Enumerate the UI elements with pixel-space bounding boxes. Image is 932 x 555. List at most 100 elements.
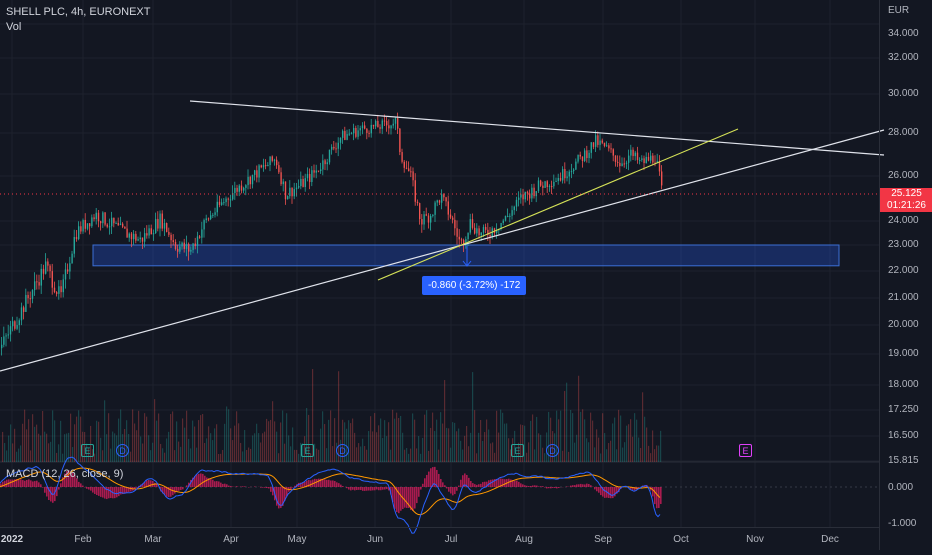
volume-bar: [66, 433, 67, 462]
volume-bar: [284, 444, 285, 462]
macd-histogram-bar: [22, 480, 24, 487]
volume-bar: [26, 429, 27, 462]
candle-body: [243, 188, 244, 191]
macd-histogram-bar: [98, 487, 100, 496]
volume-bar: [282, 411, 283, 462]
candle-body: [210, 215, 211, 219]
volume-bar: [112, 432, 113, 462]
candle-body: [89, 223, 90, 226]
volume-bar: [500, 410, 501, 462]
volume-bar: [436, 420, 437, 462]
candle-body: [212, 215, 213, 216]
candle-body: [129, 234, 130, 238]
candle-body: [195, 244, 196, 247]
volume-bar: [594, 447, 595, 462]
price-tick: 20.000: [888, 319, 919, 330]
candle-body: [280, 172, 281, 184]
candle-body: [571, 171, 572, 172]
candle-body: [483, 227, 484, 233]
candle-body: [36, 281, 37, 282]
earnings-event-icon[interactable]: E: [301, 444, 314, 457]
earnings-event-icon[interactable]: E: [81, 444, 94, 457]
candle-body: [38, 282, 39, 285]
volume-bar: [590, 413, 591, 462]
volume-bar: [136, 430, 137, 462]
price-tick: 24.000: [888, 215, 919, 226]
candle-body: [505, 216, 506, 221]
macd-histogram-bar: [210, 479, 212, 487]
descending-trendline: [190, 101, 884, 155]
dividend-event-icon[interactable]: D: [546, 444, 559, 457]
macd-histogram-bar: [52, 487, 54, 503]
macd-histogram-bar: [558, 487, 560, 488]
macd-histogram-bar: [118, 487, 120, 496]
candle-body: [71, 254, 72, 264]
macd-tick: 0.000: [888, 482, 913, 493]
macd-histogram-bar: [428, 472, 430, 487]
candle-body: [481, 233, 482, 236]
volume-bar: [226, 406, 227, 462]
candle-body: [153, 233, 154, 234]
volume-bar: [536, 417, 537, 462]
price-tick: 32.000: [888, 52, 919, 63]
macd-histogram-bar: [424, 478, 426, 487]
candle-body: [503, 221, 504, 223]
volume-bar: [28, 419, 29, 462]
candle-body: [322, 160, 323, 169]
volume-bar: [74, 424, 75, 462]
candle-body: [159, 214, 160, 229]
macd-histogram-bar: [556, 487, 558, 488]
volume-bar: [486, 419, 487, 462]
time-axis[interactable]: 2022 Feb Mar Apr May Jun Jul Aug Sep Oct…: [0, 527, 879, 551]
candle-body: [65, 269, 66, 279]
candle-body: [122, 224, 123, 227]
macd-histogram-bar: [360, 487, 362, 490]
upcoming-earnings-event-icon[interactable]: E: [739, 444, 752, 457]
candle-body: [276, 160, 277, 165]
price-range-measurement[interactable]: -0.860 (-3.72%) -172: [422, 276, 526, 295]
macd-histogram-bar: [378, 487, 380, 490]
volume-bar: [152, 443, 153, 462]
macd-histogram-bar: [478, 484, 480, 487]
symbol-legend[interactable]: SHELL PLC, 4h, EURONEXT: [6, 6, 150, 18]
candle-body: [485, 227, 486, 230]
macd-histogram-bar: [218, 481, 220, 487]
candle-body: [131, 234, 132, 240]
earnings-event-icon[interactable]: E: [511, 444, 524, 457]
candle-body: [566, 176, 567, 178]
price-tick: 19.000: [888, 348, 919, 359]
volume-bar: [14, 429, 15, 462]
dividend-event-icon[interactable]: D: [336, 444, 349, 457]
candle-body: [386, 121, 387, 125]
candle-body: [192, 244, 193, 250]
volume-bar: [18, 449, 19, 462]
volume-bar: [320, 429, 321, 462]
candle-body: [549, 186, 550, 187]
macd-histogram-bar: [346, 487, 348, 488]
macd-histogram-bar: [460, 480, 462, 487]
candle-body: [245, 185, 246, 188]
macd-histogram-bar: [538, 486, 540, 487]
candle-body: [208, 218, 209, 219]
candle-body: [135, 234, 136, 241]
price-axis[interactable]: EUR 34.000 32.000 30.000 28.000 26.000 2…: [879, 0, 932, 550]
macd-legend[interactable]: MACD (12, 26, close, 9): [6, 468, 123, 480]
candle-body: [221, 202, 222, 205]
volume-bar: [222, 450, 223, 462]
candle-body: [155, 219, 156, 233]
macd-histogram-bar: [362, 487, 364, 491]
volume-bar: [254, 433, 255, 462]
volume-bar: [410, 449, 411, 462]
macd-histogram-bar: [456, 487, 458, 491]
macd-histogram-bar: [26, 480, 28, 487]
macd-histogram-bar: [370, 487, 372, 491]
dividend-event-icon[interactable]: D: [116, 444, 129, 457]
macd-histogram-bar: [214, 481, 216, 487]
volume-bar: [464, 436, 465, 462]
volume-bar: [460, 441, 461, 462]
macd-histogram-bar: [596, 487, 598, 491]
volume-legend[interactable]: Vol: [6, 21, 21, 33]
macd-histogram-bar: [578, 484, 580, 487]
